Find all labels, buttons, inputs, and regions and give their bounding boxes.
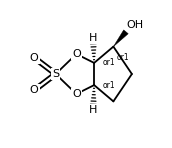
- Text: or1: or1: [117, 53, 130, 62]
- Text: or1: or1: [102, 58, 115, 67]
- Text: H: H: [89, 105, 98, 115]
- Text: O: O: [30, 85, 39, 95]
- Text: OH: OH: [127, 20, 144, 30]
- Text: O: O: [30, 53, 39, 63]
- Text: or1: or1: [102, 81, 115, 90]
- Text: O: O: [72, 89, 81, 99]
- Text: H: H: [89, 33, 98, 43]
- Text: S: S: [52, 69, 59, 79]
- Text: O: O: [72, 49, 81, 59]
- Polygon shape: [113, 30, 128, 47]
